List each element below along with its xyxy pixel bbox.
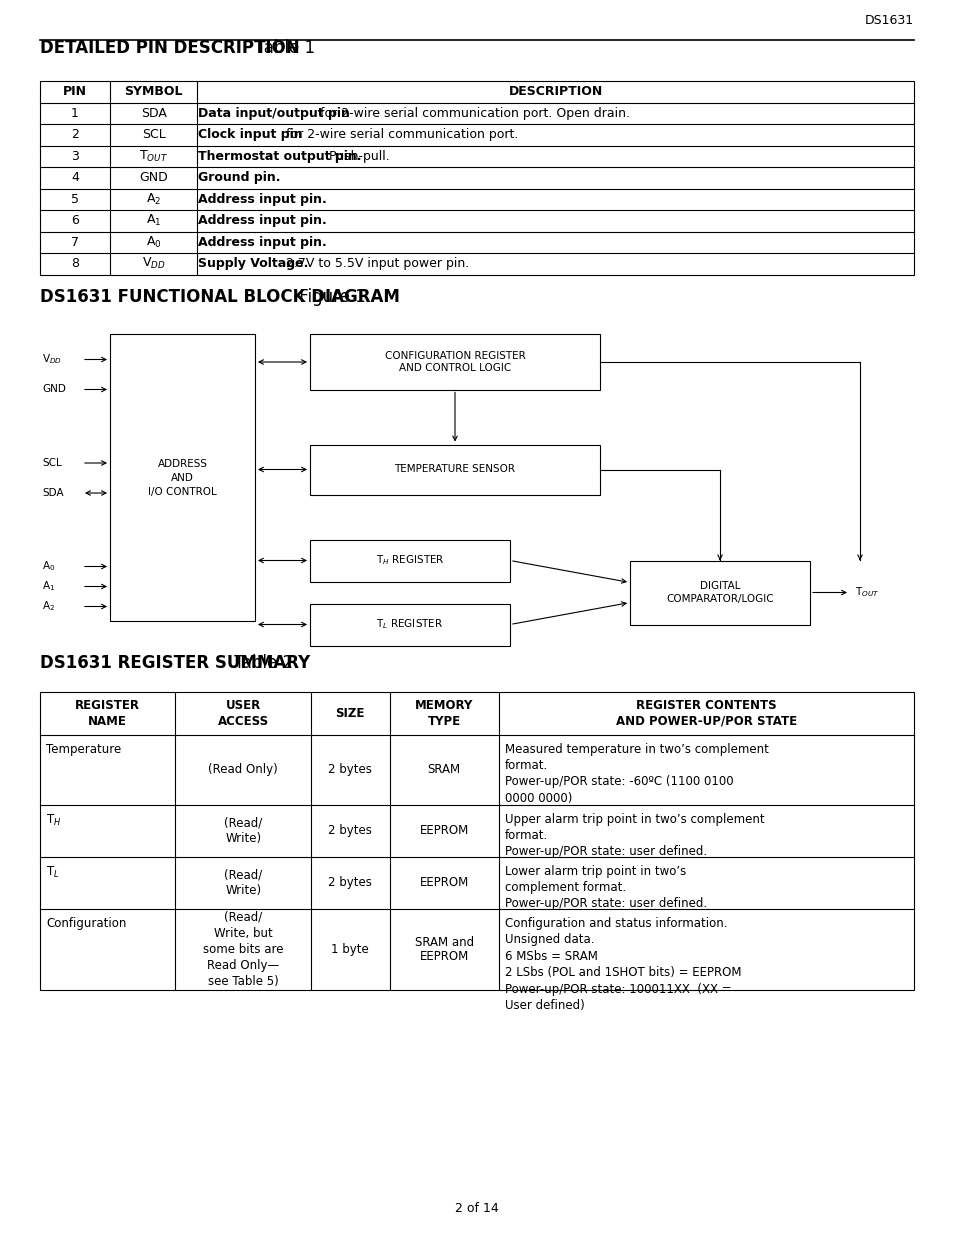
Bar <box>310 604 510 646</box>
Text: 2.7V to 5.5V input power pin.: 2.7V to 5.5V input power pin. <box>282 257 469 270</box>
Text: 1 byte: 1 byte <box>331 944 369 956</box>
Text: Ground pin.: Ground pin. <box>198 172 280 184</box>
Text: T$_{L}$ REGISTER: T$_{L}$ REGISTER <box>375 618 443 631</box>
Bar <box>310 540 510 582</box>
Text: for 2-wire serial communication port.: for 2-wire serial communication port. <box>282 128 517 141</box>
Text: SCL: SCL <box>42 458 62 468</box>
Text: 7: 7 <box>71 236 79 248</box>
Text: 4: 4 <box>71 172 79 184</box>
Text: GND: GND <box>139 172 168 184</box>
Text: Upper alarm trip point in two’s complement
format.
Power-up/POR state: user defi: Upper alarm trip point in two’s compleme… <box>504 813 763 858</box>
Text: 5: 5 <box>71 193 79 206</box>
Text: 2 bytes: 2 bytes <box>328 824 372 837</box>
Bar <box>40 82 913 274</box>
Text: A$_{1}$: A$_{1}$ <box>146 214 161 228</box>
Text: (Read/
Write, but
some bits are
Read Only—
see Table 5): (Read/ Write, but some bits are Read Onl… <box>203 911 283 988</box>
Text: Table 2: Table 2 <box>229 655 293 673</box>
Text: 2 bytes: 2 bytes <box>328 876 372 889</box>
Text: Configuration and status information.
Unsigned data.
6 MSbs = SRAM
2 LSbs (POL a: Configuration and status information. Un… <box>504 916 740 1011</box>
Text: SDA: SDA <box>140 106 167 120</box>
Text: A$_{0}$: A$_{0}$ <box>42 559 55 573</box>
Text: Address input pin.: Address input pin. <box>198 236 327 248</box>
Text: Supply Voltage.: Supply Voltage. <box>198 257 309 270</box>
Text: (Read Only): (Read Only) <box>208 763 277 776</box>
Text: USER
ACCESS: USER ACCESS <box>217 699 269 727</box>
Text: 3: 3 <box>71 149 79 163</box>
Text: Data input/output pin: Data input/output pin <box>198 106 350 120</box>
Text: 2: 2 <box>71 128 79 141</box>
Text: 2 of 14: 2 of 14 <box>455 1202 498 1215</box>
Text: REGISTER
NAME: REGISTER NAME <box>75 699 140 727</box>
Text: Push-pull.: Push-pull. <box>321 149 390 163</box>
Bar <box>110 335 254 621</box>
Text: Address input pin.: Address input pin. <box>198 214 327 227</box>
Text: EEPROM: EEPROM <box>419 824 468 837</box>
Bar <box>40 693 913 990</box>
Text: T$_{OUT}$: T$_{OUT}$ <box>854 585 879 599</box>
Text: EEPROM: EEPROM <box>419 876 468 889</box>
Text: Lower alarm trip point in two’s
complement format.
Power-up/POR state: user defi: Lower alarm trip point in two’s compleme… <box>504 864 706 910</box>
Text: A$_{0}$: A$_{0}$ <box>146 235 161 249</box>
Text: DIGITAL
COMPARATOR/LOGIC: DIGITAL COMPARATOR/LOGIC <box>665 580 773 604</box>
Text: SYMBOL: SYMBOL <box>124 85 183 99</box>
Text: T$_{OUT}$: T$_{OUT}$ <box>139 148 168 164</box>
Text: 6: 6 <box>71 214 79 227</box>
Text: A$_{1}$: A$_{1}$ <box>42 579 55 593</box>
Text: A$_{2}$: A$_{2}$ <box>42 600 55 614</box>
Text: Thermostat output pin.: Thermostat output pin. <box>198 149 361 163</box>
Text: Figure 1: Figure 1 <box>294 289 366 306</box>
Text: T$_{L}$: T$_{L}$ <box>46 864 59 879</box>
Bar <box>310 445 599 494</box>
Text: 8: 8 <box>71 257 79 270</box>
Text: Clock input pin: Clock input pin <box>198 128 303 141</box>
Text: DS1631 FUNCTIONAL BLOCK DIAGRAM: DS1631 FUNCTIONAL BLOCK DIAGRAM <box>40 289 399 306</box>
Text: TEMPERATURE SENSOR: TEMPERATURE SENSOR <box>395 464 515 474</box>
Text: 2 bytes: 2 bytes <box>328 763 372 776</box>
Text: T$_{H}$: T$_{H}$ <box>46 813 61 827</box>
Text: CONFIGURATION REGISTER
AND CONTROL LOGIC: CONFIGURATION REGISTER AND CONTROL LOGIC <box>384 351 525 373</box>
Text: Address input pin.: Address input pin. <box>198 193 327 206</box>
Text: GND: GND <box>42 384 66 394</box>
Text: A$_{2}$: A$_{2}$ <box>146 191 161 206</box>
Text: Temperature: Temperature <box>46 742 121 756</box>
Text: SRAM and
EEPROM: SRAM and EEPROM <box>415 935 474 963</box>
Text: Table 1: Table 1 <box>251 40 315 57</box>
Text: DS1631 REGISTER SUMMARY: DS1631 REGISTER SUMMARY <box>40 655 310 673</box>
Text: SCL: SCL <box>142 128 165 141</box>
Text: DS1631: DS1631 <box>864 14 913 27</box>
Text: Measured temperature in two’s complement
format.
Power-up/POR state: -60ºC (1100: Measured temperature in two’s complement… <box>504 742 768 805</box>
Text: SRAM: SRAM <box>427 763 460 776</box>
Text: T$_{H}$ REGISTER: T$_{H}$ REGISTER <box>375 553 444 567</box>
Text: V$_{DD}$: V$_{DD}$ <box>42 353 62 367</box>
Bar <box>310 335 599 389</box>
Text: 1: 1 <box>71 106 79 120</box>
Text: MEMORY
TYPE: MEMORY TYPE <box>415 699 473 727</box>
Text: (Read/
Write): (Read/ Write) <box>224 816 262 845</box>
Text: ADDRESS
AND
I/O CONTROL: ADDRESS AND I/O CONTROL <box>148 459 216 496</box>
Text: DETAILED PIN DESCRIPTION: DETAILED PIN DESCRIPTION <box>40 40 299 57</box>
Text: for 2-wire serial communication port. Open drain.: for 2-wire serial communication port. Op… <box>315 106 629 120</box>
Text: REGISTER CONTENTS
AND POWER-UP/POR STATE: REGISTER CONTENTS AND POWER-UP/POR STATE <box>616 699 796 727</box>
Bar <box>629 561 809 625</box>
Text: DESCRIPTION: DESCRIPTION <box>508 85 602 99</box>
Text: V$_{DD}$: V$_{DD}$ <box>142 256 165 272</box>
Text: (Read/
Write): (Read/ Write) <box>224 868 262 897</box>
Text: PIN: PIN <box>63 85 87 99</box>
Text: SDA: SDA <box>42 488 64 498</box>
Text: Configuration: Configuration <box>46 916 126 930</box>
Text: SIZE: SIZE <box>335 706 365 720</box>
